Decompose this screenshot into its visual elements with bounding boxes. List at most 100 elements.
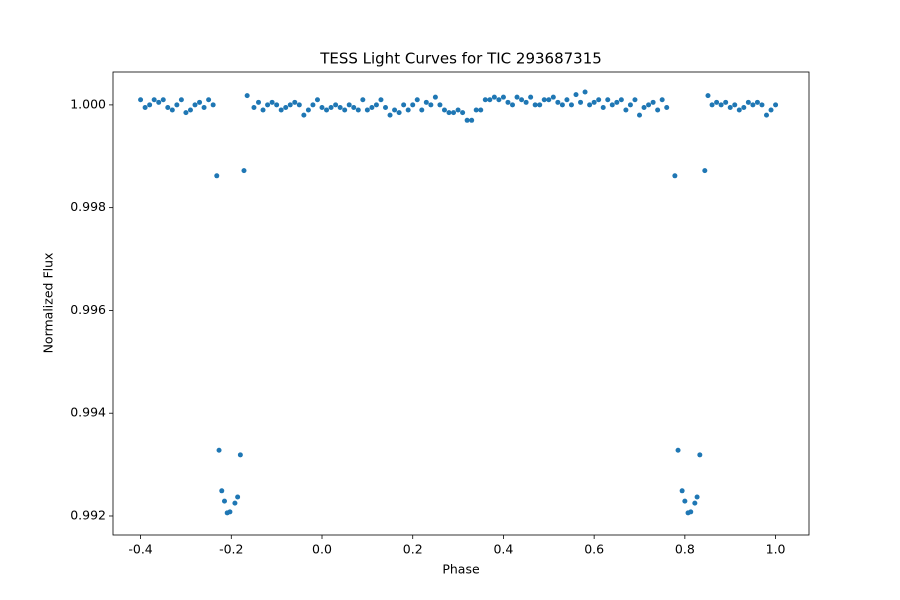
data-point (278, 107, 284, 113)
data-point (482, 97, 488, 103)
data-point (392, 107, 398, 113)
data-point (265, 102, 271, 108)
data-point (378, 97, 384, 103)
data-point (587, 102, 593, 108)
data-point (216, 447, 222, 453)
data-point (387, 112, 393, 118)
data-point (401, 102, 407, 108)
data-point (694, 494, 700, 500)
x-tick-label: 0.8 (675, 542, 695, 557)
data-point (274, 102, 280, 108)
data-point (692, 500, 698, 506)
data-point (659, 97, 665, 103)
x-tick-label: 0.4 (493, 542, 513, 557)
data-point (346, 102, 352, 108)
data-point (227, 509, 233, 515)
data-point (147, 102, 153, 108)
data-point (221, 498, 227, 504)
data-point (555, 99, 561, 105)
data-point (697, 452, 703, 458)
data-point (600, 104, 606, 110)
data-point (165, 104, 171, 110)
data-point (750, 102, 756, 108)
data-point (764, 112, 770, 118)
data-point (210, 102, 216, 108)
data-point (568, 102, 574, 108)
x-axis-label: Phase (442, 562, 480, 577)
data-point (578, 99, 584, 105)
data-point (437, 102, 443, 108)
data-point (559, 102, 565, 108)
data-point (235, 494, 241, 500)
data-point (714, 99, 720, 105)
data-point (324, 107, 330, 113)
x-tick-label: -0.4 (128, 542, 152, 557)
data-point (187, 107, 193, 113)
y-tick-label: 0.992 (70, 507, 106, 522)
data-point (260, 107, 266, 113)
data-point (355, 107, 361, 113)
data-point (487, 97, 493, 103)
data-point (582, 89, 588, 95)
y-tick-label: 0.998 (70, 199, 106, 214)
data-point (396, 110, 402, 116)
data-point (759, 102, 765, 108)
data-point (564, 97, 570, 103)
data-point (641, 104, 647, 110)
data-point (373, 102, 379, 108)
data-point (500, 94, 506, 100)
data-point (287, 102, 293, 108)
data-point (491, 94, 497, 100)
data-point (446, 110, 452, 116)
data-point (151, 97, 157, 103)
data-point (183, 110, 189, 116)
data-point (423, 99, 429, 105)
data-point (337, 104, 343, 110)
data-point (537, 102, 543, 108)
data-point (283, 104, 289, 110)
data-point (156, 99, 162, 105)
data-point (637, 112, 643, 118)
data-point (174, 102, 180, 108)
data-point (351, 104, 357, 110)
data-point (432, 94, 438, 100)
data-point (237, 452, 243, 458)
data-point (383, 104, 389, 110)
data-point (296, 102, 302, 108)
data-point (550, 94, 556, 100)
data-point (745, 99, 751, 105)
data-point (702, 168, 708, 174)
data-point (514, 94, 520, 100)
data-point (305, 107, 311, 113)
data-point (682, 498, 688, 504)
data-point (414, 97, 420, 103)
data-point (469, 117, 475, 123)
data-point (754, 99, 760, 105)
data-point (655, 107, 661, 113)
data-point (419, 107, 425, 113)
data-point (214, 173, 220, 179)
data-point (360, 97, 366, 103)
data-point (410, 102, 416, 108)
y-tick-label: 0.994 (70, 405, 106, 420)
y-axis-label: Normalized Flux (41, 253, 56, 354)
data-point (451, 110, 457, 116)
data-point (441, 107, 447, 113)
y-tick-label: 0.996 (70, 302, 106, 317)
data-point (718, 102, 724, 108)
data-point (301, 112, 307, 118)
data-point (723, 99, 729, 105)
data-point (364, 107, 370, 113)
data-point (241, 168, 247, 174)
y-tick-label: 1.000 (70, 96, 106, 111)
data-point (232, 500, 238, 506)
data-point (206, 97, 212, 103)
x-tick-label: 0.2 (403, 542, 423, 557)
data-point (333, 102, 339, 108)
data-point (244, 93, 250, 99)
data-point (688, 509, 694, 515)
data-point (705, 93, 711, 99)
data-point (609, 102, 615, 108)
data-point (473, 107, 479, 113)
